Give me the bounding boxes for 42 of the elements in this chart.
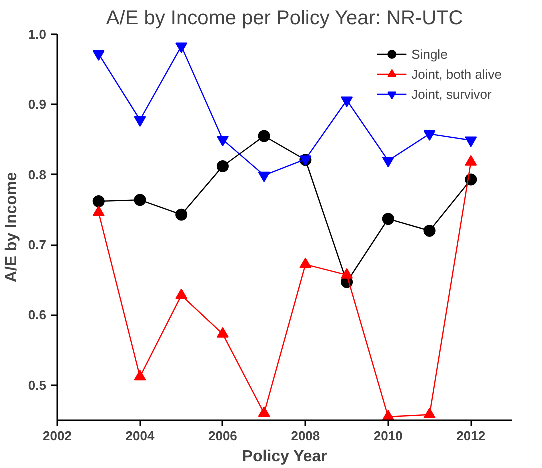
y-tick-label: 1.0	[28, 27, 47, 42]
y-tick-label: 0.6	[28, 308, 47, 323]
y-tick-label: 0.5	[28, 378, 47, 393]
point	[300, 258, 312, 268]
point	[382, 410, 394, 420]
x-tick-label: 2010	[374, 428, 403, 444]
chart-title: A/E by Income per Policy Year: NR-UTC	[106, 8, 464, 30]
legend-label: Joint, survivor	[412, 86, 492, 102]
point	[134, 370, 146, 381]
y-tick-label: 0.7	[28, 238, 47, 253]
x-tick-label: 2004	[126, 428, 156, 444]
point	[216, 136, 229, 147]
point	[341, 96, 354, 108]
point	[216, 327, 229, 338]
point	[92, 50, 105, 61]
point	[258, 130, 270, 142]
point	[424, 408, 436, 419]
x-axis-title: Policy Year	[242, 448, 328, 466]
y-tick-label: 0.9	[28, 97, 47, 112]
point	[134, 194, 146, 206]
legend-label: Joint, both alive	[412, 66, 502, 82]
x-tick-label: 2012	[456, 428, 486, 444]
point	[176, 42, 188, 54]
point	[216, 160, 229, 172]
point	[92, 196, 105, 208]
point	[341, 268, 354, 279]
point	[176, 288, 188, 300]
point	[382, 157, 394, 168]
point	[424, 130, 436, 142]
legend-label: Single	[412, 46, 448, 62]
point	[465, 136, 478, 148]
point	[134, 116, 146, 127]
y-tick-label: 0.8	[28, 167, 47, 182]
point	[176, 208, 188, 221]
x-tick-label: 2008	[291, 428, 320, 444]
x-tick-label: 2002	[43, 428, 72, 444]
point	[258, 172, 270, 182]
point	[258, 406, 270, 418]
x-tick-label: 2006	[208, 428, 238, 444]
point	[424, 225, 436, 237]
point	[382, 213, 394, 226]
y-axis-title: A/E by Income	[3, 172, 20, 283]
